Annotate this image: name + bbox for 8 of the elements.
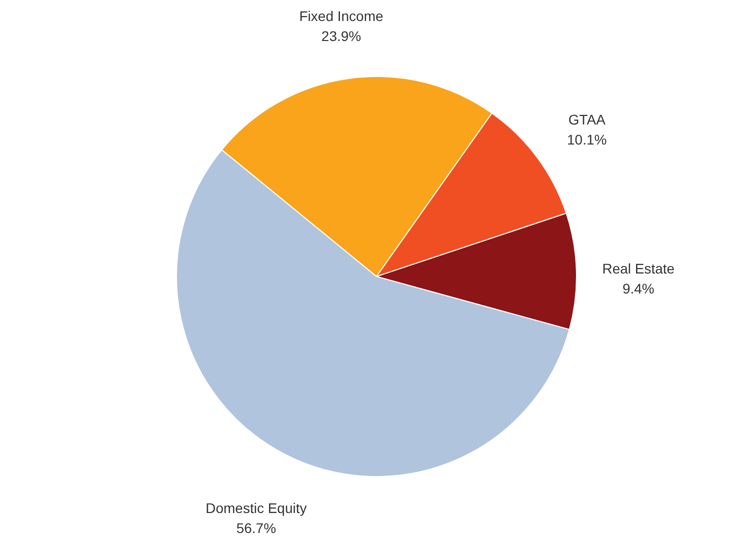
slice-label: GTAA <box>568 111 606 128</box>
slice-label: Domestic Equity <box>206 500 307 516</box>
data-label: 23.9% <box>321 28 362 44</box>
data-label: 10.1% <box>567 131 607 148</box>
slice-label: Real Estate <box>602 260 675 277</box>
data-label: 9.4% <box>622 280 654 297</box>
data-label: 56.7% <box>236 520 276 536</box>
slice-label: Fixed Income <box>299 8 384 24</box>
